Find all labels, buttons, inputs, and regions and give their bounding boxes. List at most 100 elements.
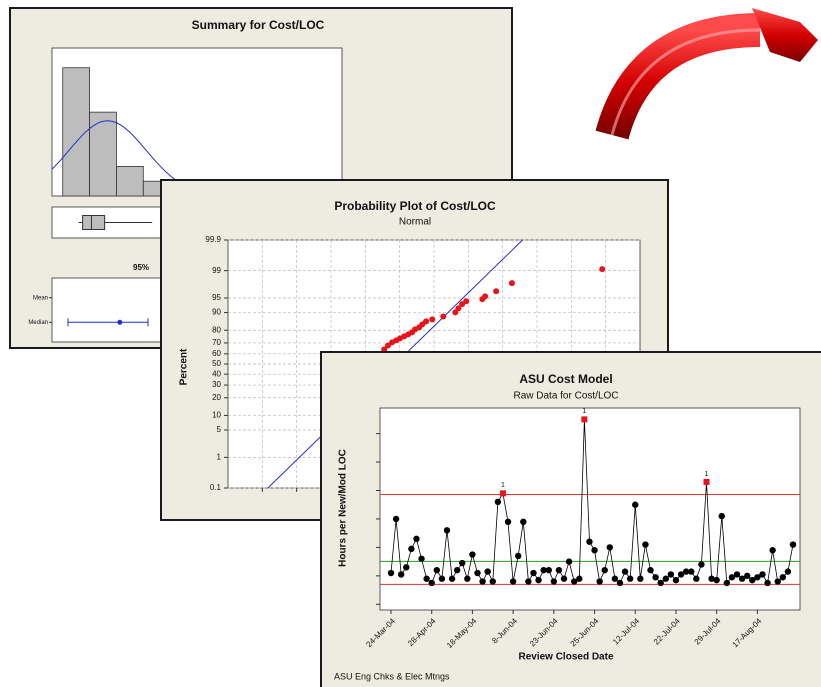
data-point xyxy=(429,316,436,323)
data-point xyxy=(738,575,746,582)
data-point xyxy=(381,346,388,353)
data-point xyxy=(504,518,512,526)
data-point xyxy=(596,578,603,585)
box xyxy=(82,215,106,230)
histogram-bar xyxy=(89,111,117,197)
point-annotation: 1 xyxy=(501,482,505,489)
data-point xyxy=(525,578,532,585)
data-point xyxy=(530,569,537,577)
data-point xyxy=(713,576,720,584)
data-point xyxy=(632,501,639,508)
data-point xyxy=(672,576,680,584)
data-point xyxy=(438,575,446,582)
ci-row-label: Mean xyxy=(33,295,48,301)
data-point xyxy=(576,575,583,582)
y-tick-label: 10 xyxy=(212,411,221,420)
data-point xyxy=(570,578,578,585)
y-tick-label: 95 xyxy=(212,293,221,302)
data-point xyxy=(540,566,547,574)
data-point xyxy=(453,566,461,574)
data-point xyxy=(535,576,542,584)
median-ci-estimate xyxy=(117,319,123,325)
data-point xyxy=(565,558,573,565)
data-point xyxy=(718,512,725,520)
data-point xyxy=(443,527,451,534)
data-point xyxy=(626,575,634,582)
ci-title: 95% xyxy=(133,263,149,272)
data-point xyxy=(423,575,430,582)
data-point xyxy=(555,566,563,574)
y-tick-label: 99 xyxy=(212,266,221,275)
histogram-bar xyxy=(116,165,144,197)
data-point xyxy=(647,566,654,574)
data-point xyxy=(611,575,619,582)
data-point xyxy=(759,571,766,578)
window-subtitle: Normal xyxy=(399,217,431,228)
data-point xyxy=(508,280,515,287)
data-point xyxy=(493,288,500,295)
ci-row-label: Median xyxy=(28,320,48,326)
data-point xyxy=(621,568,629,575)
data-point xyxy=(693,575,700,582)
data-point xyxy=(469,551,476,558)
data-point xyxy=(764,579,771,587)
data-point xyxy=(484,568,491,575)
data-point xyxy=(545,566,552,574)
data-point xyxy=(463,298,470,305)
data-point xyxy=(606,544,614,551)
x-axis-label: Review Closed Date xyxy=(518,652,613,663)
data-point xyxy=(384,342,391,349)
data-point xyxy=(520,518,527,526)
flagged-point xyxy=(499,490,506,497)
y-tick-label: 70 xyxy=(212,338,221,347)
data-point xyxy=(733,571,741,578)
data-point xyxy=(698,561,705,568)
data-point xyxy=(459,559,466,567)
data-point xyxy=(769,547,776,554)
y-tick-label: 0.1 xyxy=(210,483,222,492)
window-title: Summary for Cost/LOC xyxy=(192,18,325,32)
data-point xyxy=(433,566,440,574)
window-title: Probability Plot of Cost/LOC xyxy=(334,199,496,213)
data-point xyxy=(708,575,715,582)
y-tick-label: 60 xyxy=(212,349,221,358)
data-point xyxy=(723,579,731,587)
data-point xyxy=(728,574,736,581)
data-point xyxy=(455,305,462,312)
data-point xyxy=(667,571,675,578)
y-tick-label: 50 xyxy=(212,359,221,368)
y-axis-label: Hours per New/Mod LOC xyxy=(338,449,349,567)
data-point xyxy=(601,566,608,574)
data-point xyxy=(423,318,430,325)
data-point xyxy=(688,568,695,575)
point-annotation: 1 xyxy=(705,471,709,478)
data-point xyxy=(387,569,395,577)
data-point xyxy=(774,578,781,585)
red-arrow xyxy=(595,8,818,140)
data-point xyxy=(586,538,593,545)
y-tick-label: 80 xyxy=(212,325,221,334)
data-point xyxy=(479,578,486,585)
data-point xyxy=(392,515,400,523)
y-tick-label: 1 xyxy=(217,452,222,461)
data-point xyxy=(591,547,598,554)
arrow-highlight xyxy=(610,28,761,136)
data-point xyxy=(418,555,425,562)
y-tick-label: 90 xyxy=(212,308,221,317)
flagged-point xyxy=(703,478,710,485)
data-point xyxy=(464,575,471,582)
data-point xyxy=(494,498,502,506)
data-point xyxy=(550,578,558,585)
data-point xyxy=(474,569,481,577)
data-point xyxy=(784,568,792,575)
data-point xyxy=(657,579,664,587)
y-tick-label: 5 xyxy=(217,425,222,434)
data-point xyxy=(616,579,624,587)
y-tick-label: 20 xyxy=(212,393,221,402)
data-point xyxy=(509,578,517,585)
data-point xyxy=(515,552,522,560)
arrow-body xyxy=(595,13,761,140)
window-subtitle: Raw Data for Cost/LOC xyxy=(513,391,618,402)
footnote: ASU Eng Chks & Elec Mtngs xyxy=(334,671,450,681)
